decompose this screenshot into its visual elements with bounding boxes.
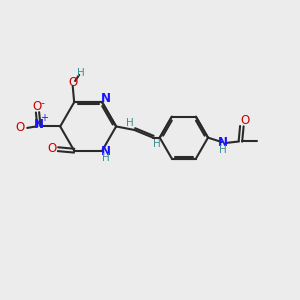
Text: H: H	[219, 145, 227, 155]
Text: H: H	[126, 118, 134, 128]
Text: N: N	[101, 92, 111, 105]
Text: O: O	[16, 121, 25, 134]
Text: N: N	[101, 145, 111, 158]
Text: O: O	[32, 100, 42, 113]
Text: O: O	[68, 76, 77, 89]
Text: N: N	[218, 136, 228, 149]
Text: O: O	[47, 142, 57, 155]
Text: +: +	[40, 113, 48, 123]
Text: N: N	[34, 118, 44, 131]
Text: H: H	[77, 68, 85, 78]
Text: O: O	[240, 114, 249, 127]
Text: H: H	[153, 139, 161, 149]
Text: H: H	[102, 153, 110, 163]
Text: -: -	[41, 98, 45, 108]
